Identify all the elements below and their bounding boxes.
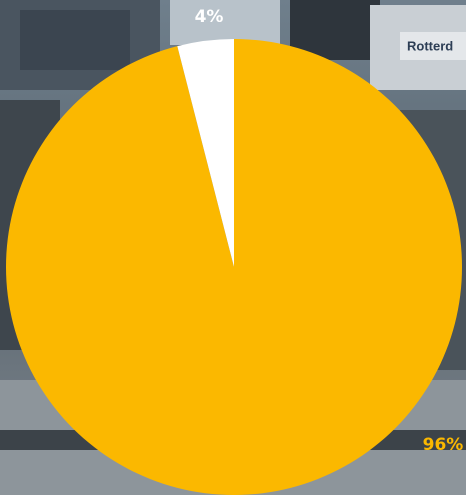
data-label: 96% bbox=[423, 435, 464, 455]
chart: Rotterd 96% 4% bbox=[0, 0, 466, 495]
sign-text: Rotterd bbox=[407, 38, 453, 53]
data-label: 4% bbox=[195, 7, 224, 27]
